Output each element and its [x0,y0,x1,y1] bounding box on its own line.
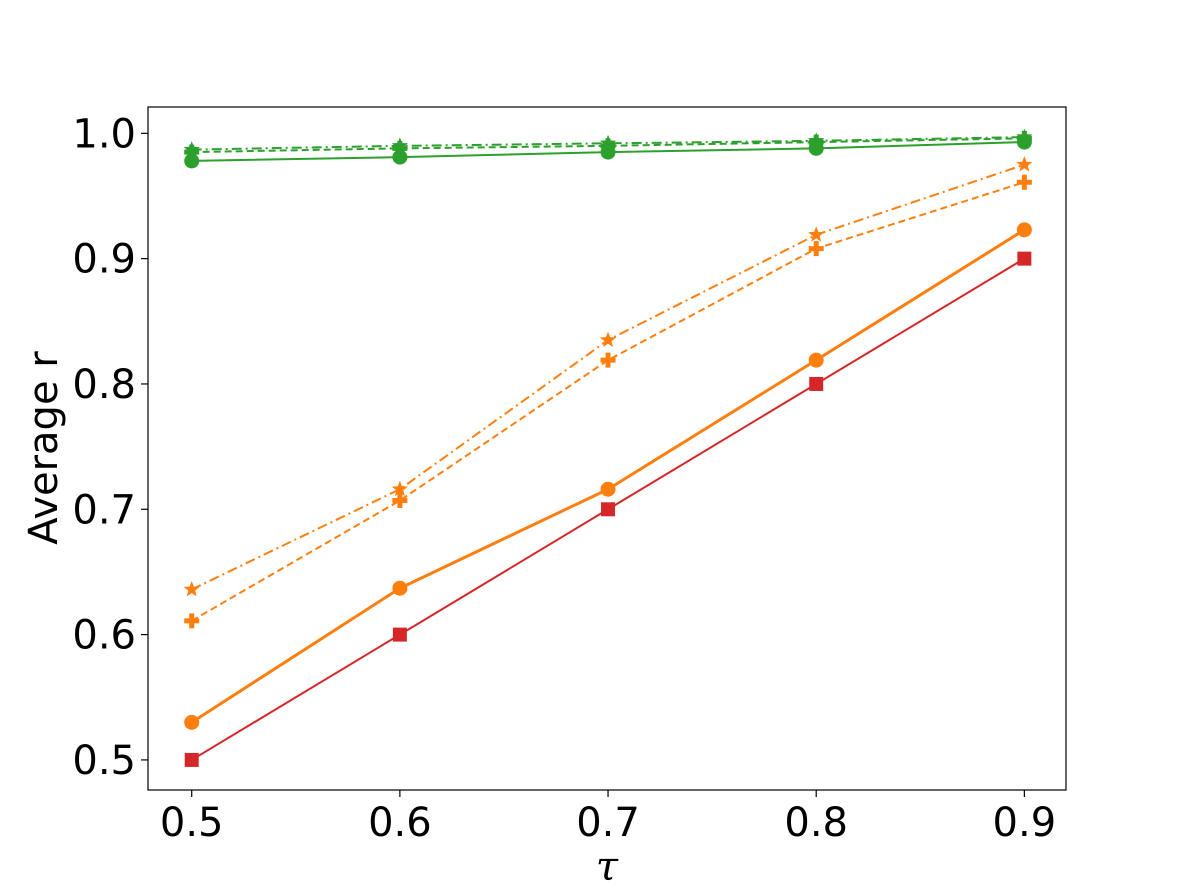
circle-marker [184,153,200,169]
square-marker [392,627,407,642]
x-tick-label: 0.6 [368,800,432,846]
y-axis-label: Average r [21,351,67,545]
plus-marker [1016,174,1032,190]
series-line [191,181,1025,622]
plus-marker [392,493,408,509]
series-2 [184,222,1032,730]
x-tick-label: 0.9 [993,800,1057,846]
star-marker [1016,156,1033,172]
star-marker [808,226,825,242]
circle-marker [184,714,200,730]
star-marker [391,137,408,153]
y-tick-label: 0.5 [72,738,136,784]
x-axis-ticks: 0.5 0.6 0.7 0.8 0.9 [160,790,1056,846]
y-tick-label: 0.7 [72,487,136,533]
series-3 [184,174,1032,629]
star-marker [183,141,200,157]
star-marker [391,480,408,497]
circle-marker [392,580,408,596]
circle-marker [1016,222,1032,238]
star-marker [183,580,200,597]
square-marker [184,752,199,767]
plot-frame [147,106,1067,791]
x-tick-label: 0.8 [784,800,848,846]
y-axis-ticks: 0.5 0.6 0.7 0.8 0.9 1.0 [72,111,148,784]
square-marker [601,502,616,517]
series-layer [183,128,1033,767]
circle-marker [808,352,824,368]
star-marker [599,331,617,347]
x-tick-label: 0.5 [160,800,224,846]
star-marker [599,134,617,151]
star-marker [1016,128,1033,144]
plot-area [148,107,1066,790]
star-marker [808,132,825,148]
plus-marker [808,241,824,257]
plus-marker [600,352,616,368]
square-marker [1017,251,1032,266]
y-tick-label: 1.0 [72,111,136,157]
y-tick-label: 0.9 [72,237,136,283]
series-4 [183,156,1033,597]
series-line [191,137,1025,154]
series-7 [183,128,1033,157]
circle-marker [600,481,616,497]
square-marker [809,376,824,391]
plus-marker [184,613,200,629]
series-1 [184,251,1032,767]
y-tick-label: 0.8 [72,362,136,408]
x-axis-label: τ [596,844,619,888]
y-tick-label: 0.6 [72,613,136,659]
x-tick-label: 0.7 [576,800,640,846]
circle-marker [392,149,408,165]
